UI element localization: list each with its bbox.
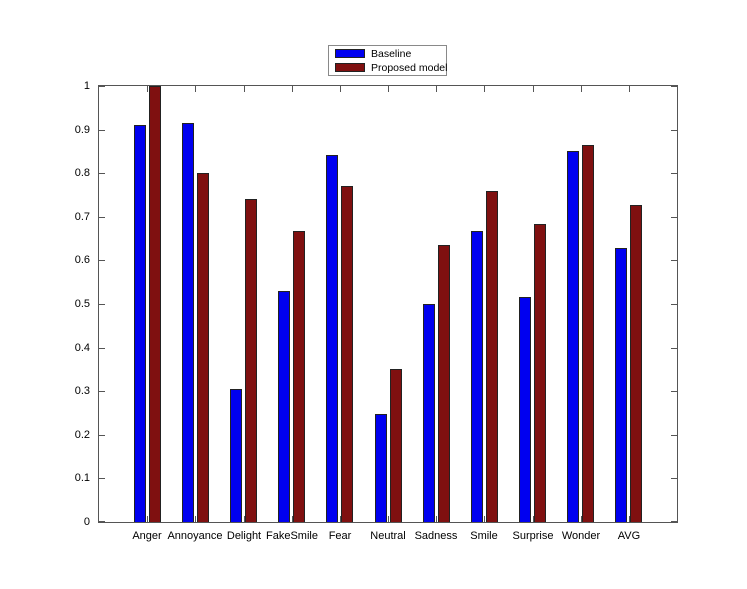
x-axis-tick-bottom-sadness [436, 516, 437, 522]
x-axis-tick-bottom-smile [484, 516, 485, 522]
bar-proposed-model-surprise [534, 224, 546, 522]
bar-baseline-delight [230, 389, 242, 522]
bar-baseline-annoyance [181, 123, 194, 522]
bar-baseline-fakesmile [278, 291, 291, 522]
y-axis-tick-label: 0.4 [74, 342, 90, 354]
x-axis-tick-bottom-avg [629, 516, 630, 522]
plot-area [98, 85, 678, 523]
bar-proposed-model-neutral [389, 369, 402, 522]
bar-proposed-model-smile [485, 191, 498, 522]
bar-proposed-model-avg [630, 205, 643, 522]
y-axis-tick-label: 0.6 [74, 254, 90, 266]
legend-label-baseline: Baseline [371, 47, 412, 60]
x-axis-tick-bottom-wonder [581, 516, 582, 522]
y-axis-tick-right-0.9 [671, 130, 677, 131]
legend-entry-proposed-model: Proposed model [335, 61, 448, 74]
y-axis-tick-left-0.9 [99, 130, 105, 131]
bar-proposed-model-sadness [437, 245, 450, 522]
x-axis-tick-top-wonder [581, 86, 582, 92]
bar-baseline-wonder [567, 151, 580, 522]
y-axis-tick-right-0.1 [671, 478, 677, 479]
x-axis-tick-top-sadness [436, 86, 437, 92]
y-axis-tick-label: 0.1 [74, 472, 90, 484]
x-axis-tick-top-neutral [388, 86, 389, 92]
y-axis-tick-label: 1 [83, 80, 90, 92]
x-axis-tick-bottom-neutral [388, 516, 389, 522]
bar-proposed-model-fakesmile [293, 231, 306, 522]
bar-baseline-smile [470, 231, 483, 522]
x-axis-tick-bottom-delight [244, 516, 245, 522]
legend-swatch-baseline-icon [335, 49, 365, 58]
x-axis-category-label-fear: Fear [328, 530, 352, 542]
x-axis-category-label-fakesmile: FakeSmile [266, 530, 318, 542]
x-axis-tick-top-fear [340, 86, 341, 92]
y-axis-tick-left-0.1 [99, 478, 105, 479]
y-axis-tick-left-0.4 [99, 348, 105, 349]
y-axis-tick-label: 0.8 [74, 167, 90, 179]
y-axis-tick-right-0.8 [671, 173, 677, 174]
bar-proposed-model-delight [245, 199, 257, 522]
bar-baseline-anger [133, 125, 146, 522]
x-axis-category-label-smile: Smile [470, 530, 498, 542]
bar-proposed-model-fear [341, 186, 354, 522]
x-axis-category-label-surprise: Surprise [512, 530, 554, 542]
y-axis-tick-right-0.4 [671, 348, 677, 349]
x-axis-tick-bottom-fear [340, 516, 341, 522]
y-axis-tick-right-0.5 [671, 304, 677, 305]
y-axis-tick-label: 0.9 [74, 124, 90, 136]
y-axis-tick-label: 0.5 [74, 298, 90, 310]
y-axis-tick-left-0.8 [99, 173, 105, 174]
x-axis-tick-bottom-surprise [533, 516, 534, 522]
bar-proposed-model-anger [148, 86, 161, 522]
y-axis-tick-label: 0.3 [74, 385, 90, 397]
x-axis-category-label-delight: Delight [226, 530, 262, 542]
y-axis-tick-label: 0 [83, 516, 90, 528]
x-axis-category-label-sadness: Sadness [414, 530, 458, 542]
bar-baseline-avg [615, 248, 628, 522]
y-axis-tick-left-1 [99, 86, 105, 87]
x-axis-tick-top-fakesmile [292, 86, 293, 92]
x-axis-tick-top-smile [484, 86, 485, 92]
x-axis-tick-top-surprise [533, 86, 534, 92]
y-axis-tick-right-0.6 [671, 260, 677, 261]
y-axis-tick-left-0.2 [99, 435, 105, 436]
bar-baseline-sadness [422, 304, 435, 522]
x-axis-tick-top-anger [147, 86, 148, 92]
bar-baseline-neutral [374, 414, 387, 522]
y-axis-tick-label: 0.2 [74, 429, 90, 441]
bar-proposed-model-annoyance [196, 173, 209, 522]
y-axis-tick-left-0.5 [99, 304, 105, 305]
y-axis-tick-left-0.3 [99, 391, 105, 392]
y-axis-tick-left-0 [99, 521, 105, 522]
y-axis-tick-left-0.7 [99, 217, 105, 218]
y-axis-tick-right-0.7 [671, 217, 677, 218]
x-axis-tick-top-delight [244, 86, 245, 92]
x-axis-category-label-anger: Anger [132, 530, 162, 542]
x-axis-tick-bottom-anger [147, 516, 148, 522]
y-axis-tick-right-0.3 [671, 391, 677, 392]
y-axis-tick-label: 0.7 [74, 211, 90, 223]
x-axis-category-label-neutral: Neutral [370, 530, 406, 542]
y-axis-tick-right-1 [671, 86, 677, 87]
x-axis-tick-bottom-fakesmile [292, 516, 293, 522]
x-axis-category-label-avg: AVG [617, 530, 641, 542]
x-axis-category-label-annoyance: Annoyance [167, 530, 223, 542]
legend-swatch-proposed-model-icon [335, 63, 365, 72]
bar-baseline-surprise [519, 297, 531, 522]
x-axis-tick-top-avg [629, 86, 630, 92]
y-axis-tick-right-0.2 [671, 435, 677, 436]
legend-entry-baseline: Baseline [335, 47, 446, 60]
x-axis-tick-bottom-annoyance [195, 516, 196, 522]
y-axis-tick-left-0.6 [99, 260, 105, 261]
y-axis-tick-right-0 [671, 521, 677, 522]
x-axis-tick-top-annoyance [195, 86, 196, 92]
bar-baseline-fear [326, 155, 339, 522]
x-axis-category-label-wonder: Wonder [561, 530, 601, 542]
legend: Baseline Proposed model [328, 45, 447, 76]
legend-label-proposed-model: Proposed model [371, 61, 448, 74]
bar-proposed-model-wonder [582, 145, 595, 522]
